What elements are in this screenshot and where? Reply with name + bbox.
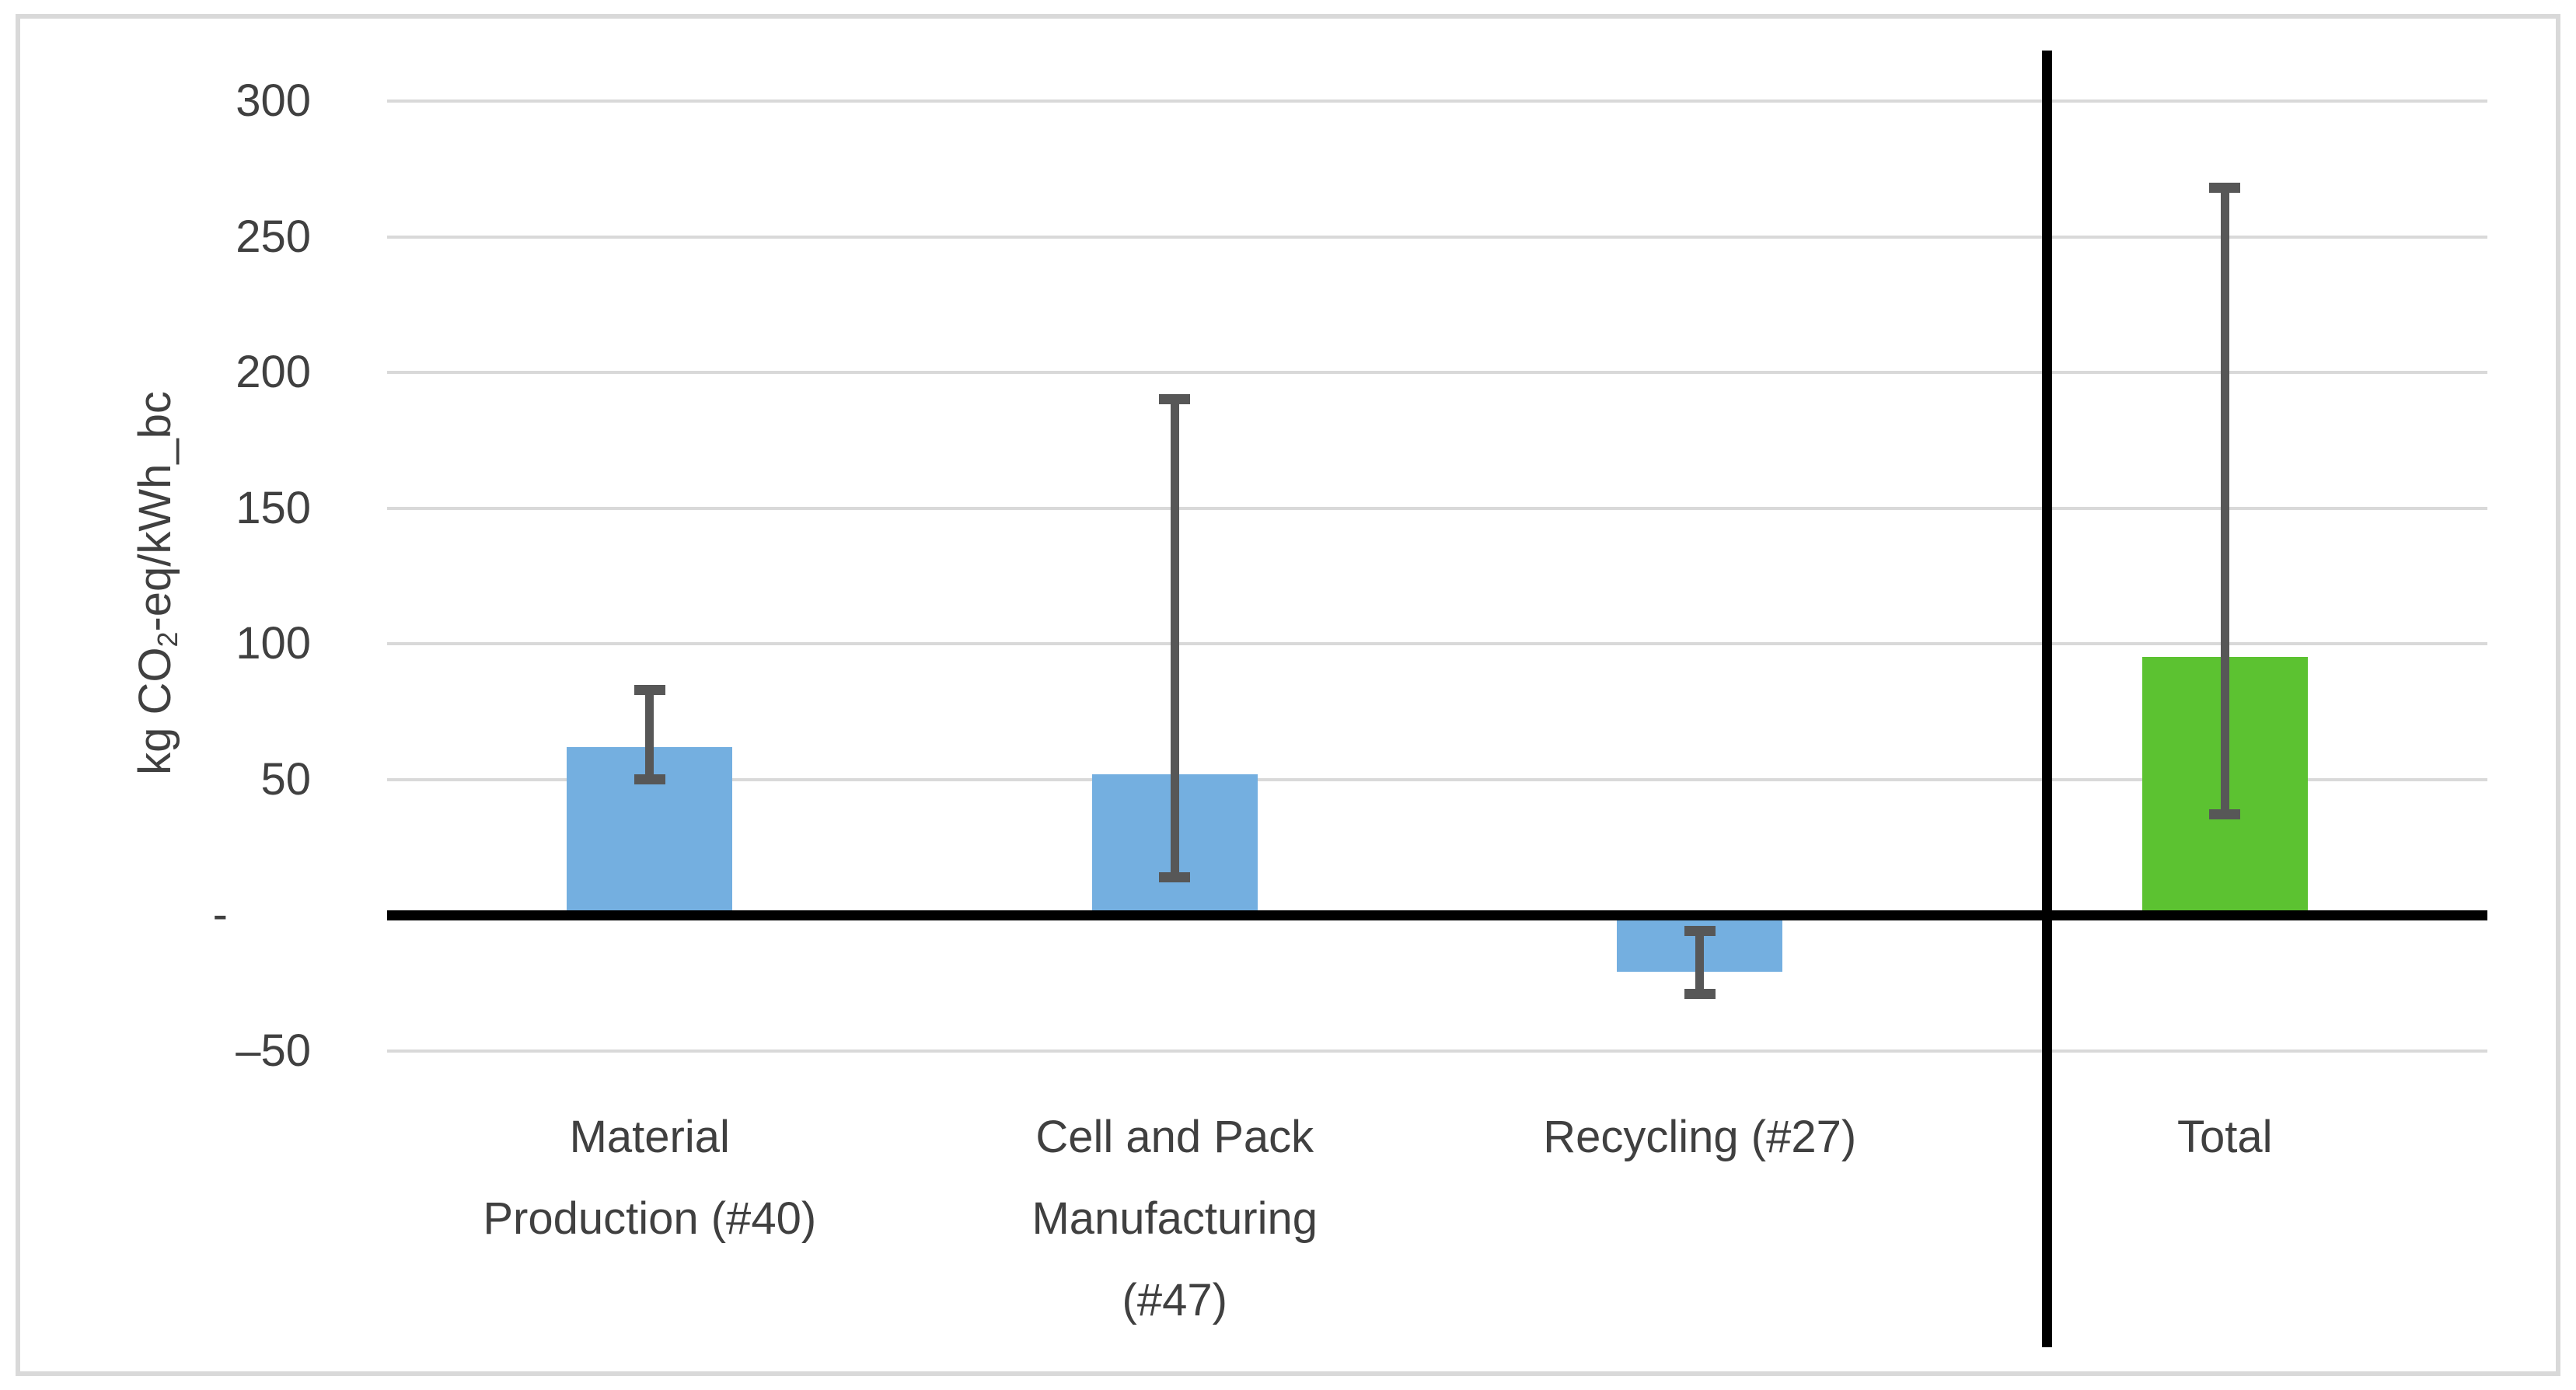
gridline (387, 642, 2487, 645)
total-separator-line (2041, 51, 2052, 1347)
category-label-line: Material (569, 1112, 730, 1162)
y-tick-label: - (212, 889, 228, 940)
error-bar-line-total (2220, 187, 2229, 815)
gridline (387, 371, 2487, 374)
y-tick-label: 250 (236, 211, 311, 262)
error-bar-line-cell-pack-manufacturing (1170, 399, 1179, 878)
error-bar-line-material-production (645, 690, 654, 780)
gridline (387, 506, 2487, 510)
category-label-line: Cell and Pack (1035, 1112, 1314, 1162)
category-label-material-production: Material Production (#40) (387, 1096, 913, 1259)
category-label-cell-pack-manufacturing: Cell and Pack Manufacturing (#47) (913, 1096, 1438, 1341)
y-tick-label: 150 (236, 482, 311, 533)
y-tick-label: 300 (236, 75, 311, 126)
category-label-line: Production (#40) (483, 1193, 817, 1244)
error-bar-cap-top-material-production (634, 684, 665, 695)
error-bar-cap-top-total (2209, 183, 2241, 194)
y-tick-label: –50 (236, 1025, 311, 1076)
gridline (387, 100, 2487, 103)
category-label-line: (#47) (1122, 1275, 1227, 1325)
error-bar-line-recycling (1695, 931, 1705, 994)
y-tick-label: 100 (236, 618, 311, 669)
category-label-line: Manufacturing (1031, 1193, 1318, 1244)
gridline (387, 777, 2487, 781)
error-bar-cap-top-recycling (1684, 926, 1716, 937)
error-bar-cap-bottom-total (2209, 809, 2241, 820)
category-label-line: Recycling (#27) (1543, 1112, 1857, 1162)
error-bar-cap-bottom-cell-pack-manufacturing (1159, 871, 1191, 882)
y-tick-label: 50 (260, 753, 311, 805)
error-bar-cap-bottom-recycling (1684, 988, 1716, 999)
category-label-line: Total (2176, 1112, 2273, 1162)
error-bar-cap-bottom-material-production (634, 774, 665, 784)
category-label-recycling: Recycling (#27) (1437, 1096, 1963, 1178)
category-label-total: Total (1963, 1096, 2488, 1178)
zero-axis-line (387, 910, 2487, 920)
error-bar-cap-top-cell-pack-manufacturing (1159, 394, 1191, 405)
y-tick-label: 200 (236, 347, 311, 397)
gridline (387, 235, 2487, 239)
gridline (387, 1049, 2487, 1053)
chart-border-frame (16, 14, 2560, 1376)
